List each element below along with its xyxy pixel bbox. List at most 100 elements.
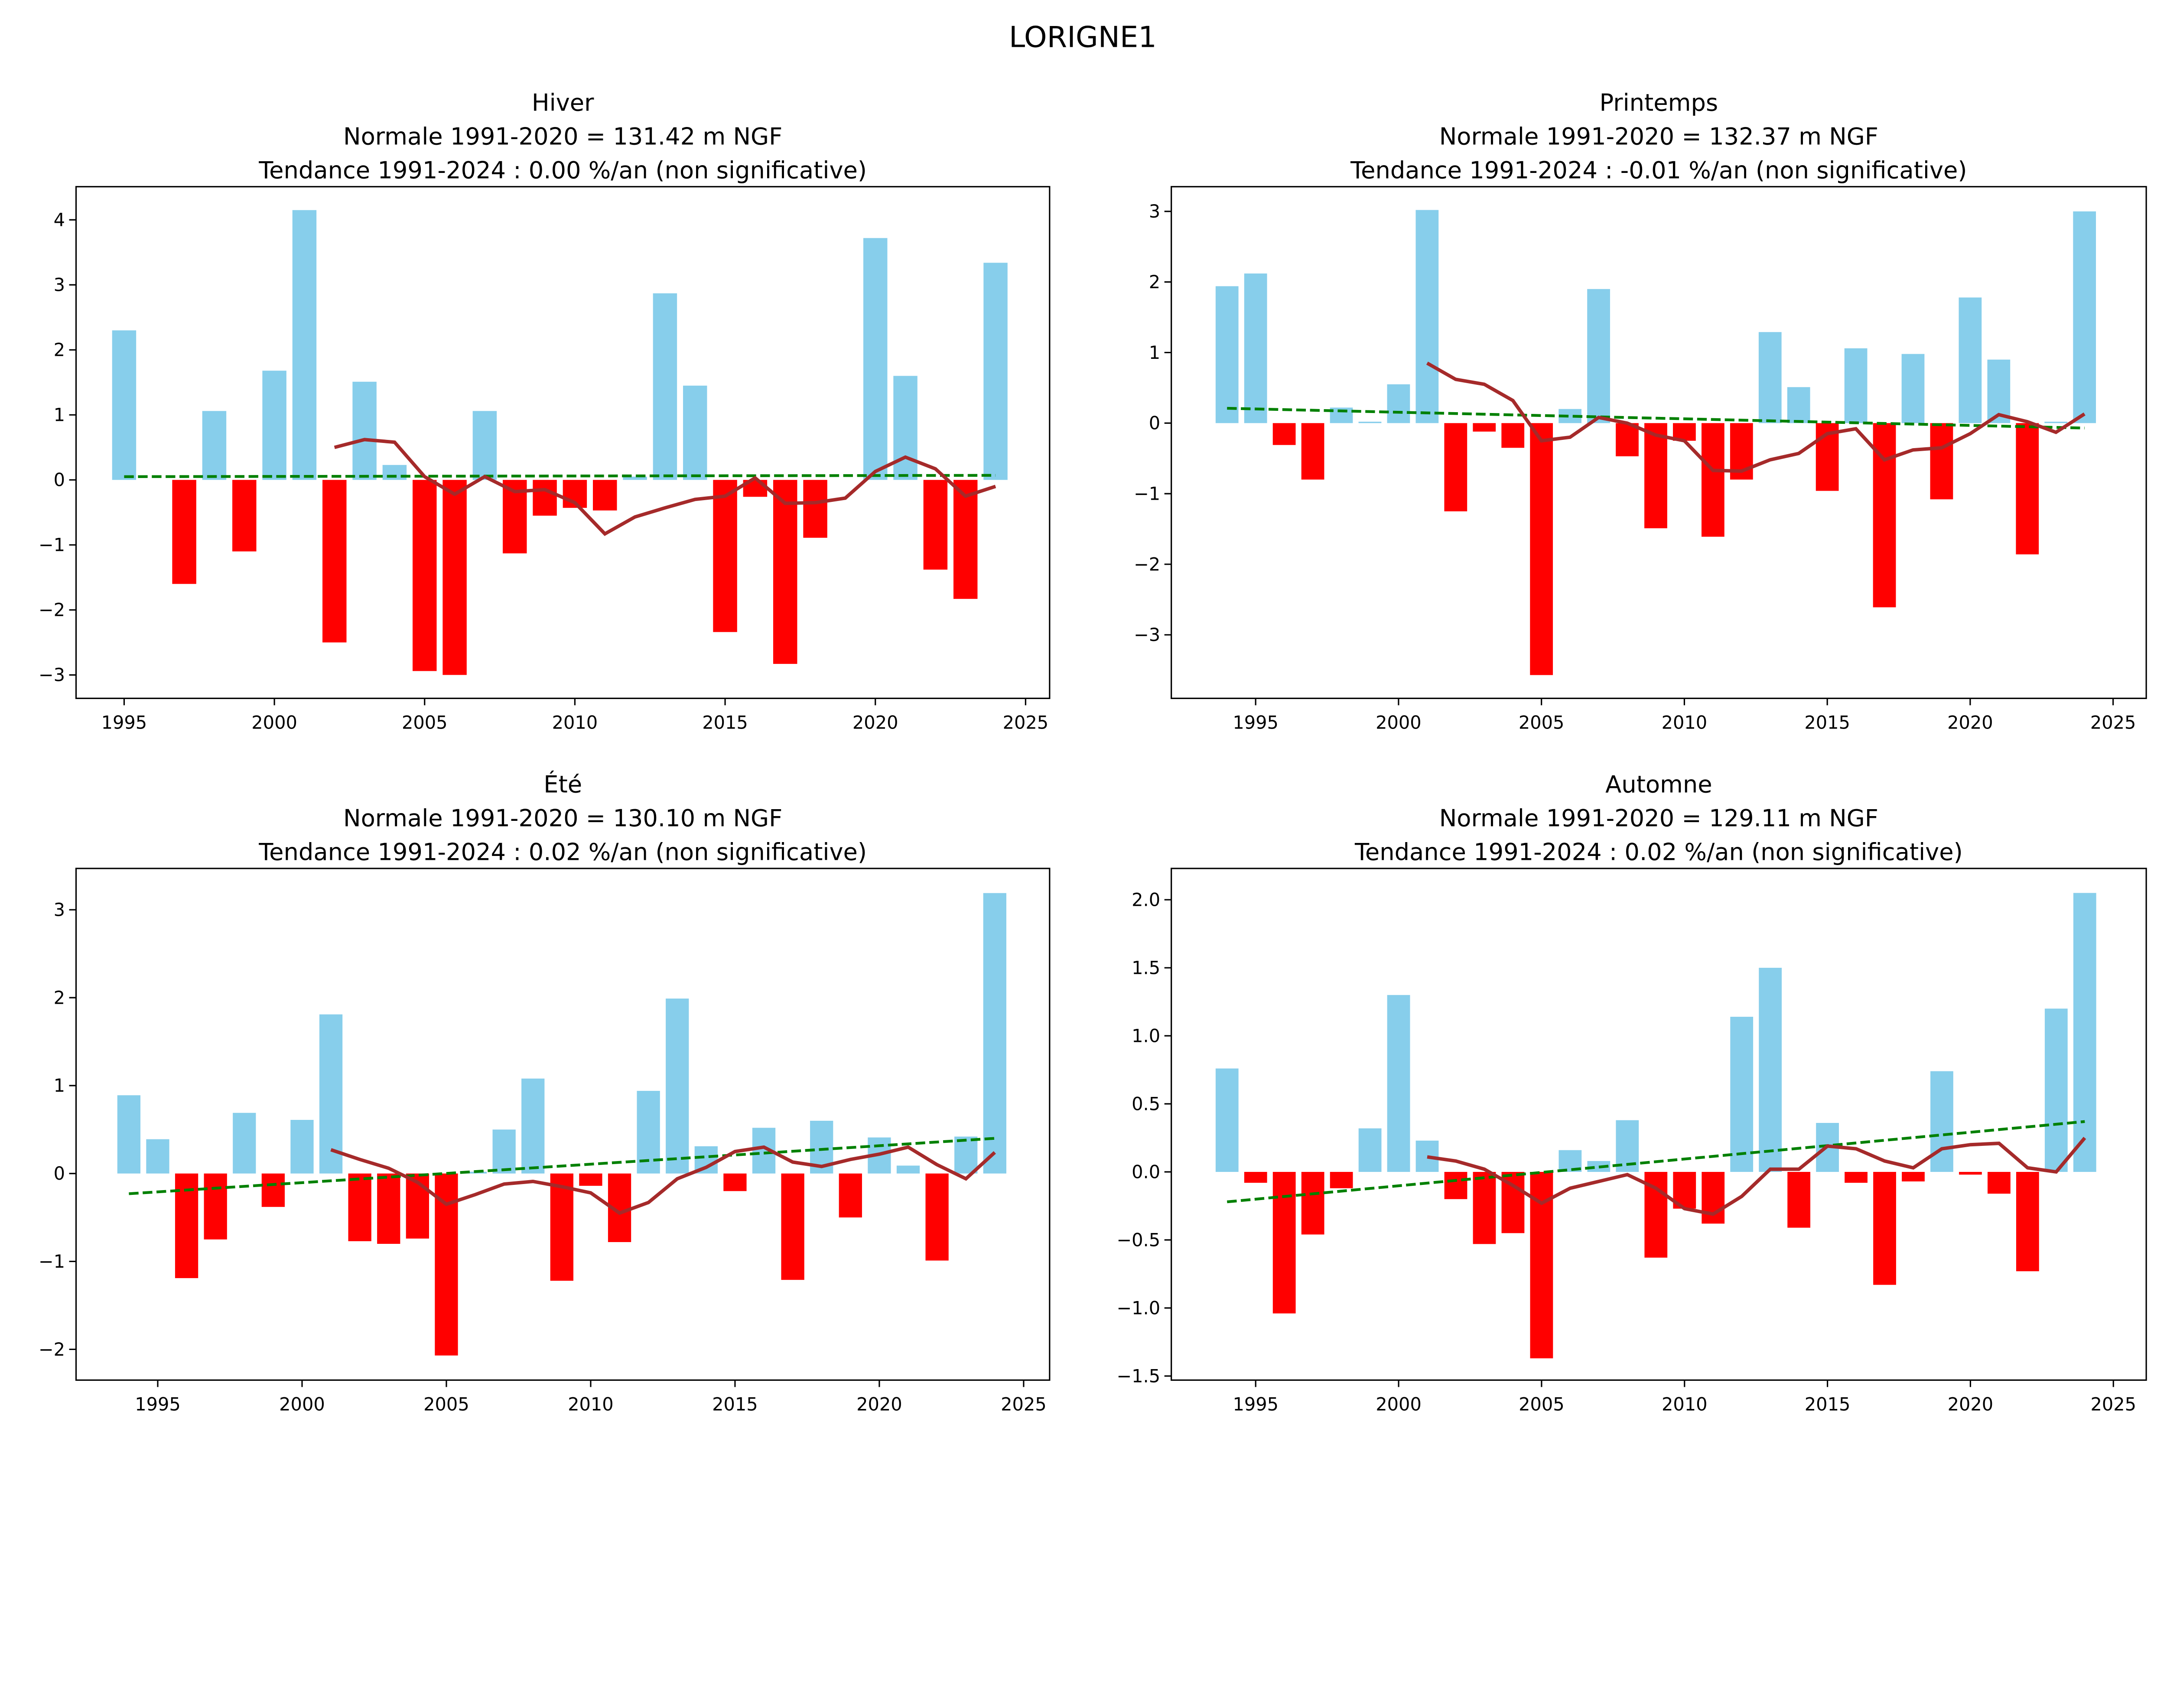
bar-2003: [1473, 1172, 1496, 1244]
bar-2000: [290, 1119, 314, 1174]
x-tick-label: 2010: [568, 1394, 614, 1415]
bar-1994: [1215, 286, 1239, 423]
bar-2024: [983, 263, 1008, 480]
x-tick-label: 2010: [552, 712, 598, 733]
bar-2003: [352, 381, 377, 480]
subplot-title: Automne: [1605, 771, 1712, 798]
subplot-subtitle: Tendance 1991-2024 : -0.01 %/an (non sig…: [1350, 157, 1967, 184]
bar-2018: [1902, 1172, 1925, 1181]
bar-2013: [653, 293, 677, 480]
y-tick-label: 1: [1149, 342, 1160, 363]
bar-2004: [382, 465, 407, 480]
x-tick-label: 2000: [1376, 1394, 1422, 1415]
x-tick-label: 1995: [1233, 1394, 1279, 1415]
bar-2011: [592, 480, 617, 511]
y-tick-label: −2: [39, 1339, 65, 1360]
x-tick-label: 2000: [251, 712, 297, 733]
bar-2017: [1873, 1172, 1896, 1285]
x-tick-label: 2015: [1805, 1394, 1851, 1415]
subplots: Hiver Normale 1991-2020 = 131.42 m NGF Ten…: [39, 89, 2147, 1415]
y-tick-label: 3: [54, 274, 65, 296]
subplot-title: Été: [543, 770, 582, 798]
axes-frame: [1171, 186, 2147, 699]
bar-2007: [472, 411, 497, 480]
bar-2013: [666, 999, 689, 1174]
y-tick-label: 4: [54, 209, 65, 231]
figure-title: LORIGNE1: [1009, 20, 1157, 54]
bar-2023: [954, 1136, 978, 1174]
y-tick-label: 3: [54, 899, 65, 921]
y-tick-label: −3: [39, 664, 65, 686]
y-tick-label: 2: [1149, 271, 1160, 293]
trend-line: [124, 474, 996, 478]
bar-2020: [863, 238, 888, 480]
bar-2006: [443, 480, 467, 675]
bar-2024: [2073, 211, 2096, 423]
y-tick-label: −0.5: [1116, 1229, 1160, 1250]
y-tick-label: 2: [54, 987, 65, 1008]
trend-line: [1227, 1120, 2085, 1204]
bar-2010: [579, 1173, 602, 1186]
bar-2009: [550, 1173, 573, 1281]
bar-2005: [413, 480, 437, 671]
x-tick-label: 2010: [1662, 1394, 1708, 1415]
moving-average-line: [1426, 361, 2086, 473]
y-tick-label: 1: [54, 1075, 65, 1096]
subplot-subtitle: Tendance 1991-2024 : 0.02 %/an (non sign…: [258, 839, 867, 866]
bar-2017: [781, 1173, 804, 1280]
moving-average-line: [330, 1145, 996, 1215]
bar-2021: [1987, 359, 2011, 423]
subplot-subtitle: Normale 1991-2020 = 131.42 m NGF: [343, 123, 782, 150]
bar-1997: [204, 1173, 227, 1240]
bar-2000: [262, 371, 286, 480]
bar-2019: [839, 1173, 862, 1218]
bar-2008: [521, 1078, 545, 1174]
bar-2015: [723, 1173, 747, 1191]
bar-2020: [1959, 1172, 1982, 1175]
y-tick-label: −1: [39, 534, 65, 556]
x-tick-label: 2005: [423, 1394, 469, 1415]
y-tick-label: 0.0: [1132, 1161, 1160, 1182]
bar-2013: [1758, 332, 1782, 423]
y-tick-label: −3: [1134, 624, 1160, 645]
trend-line: [129, 1137, 995, 1195]
y-tick-label: 1.5: [1132, 957, 1160, 978]
subplot-subtitle: Tendance 1991-2024 : 0.00 %/an (non sign…: [258, 157, 867, 184]
x-tick-label: 2020: [852, 712, 898, 733]
bar-2014: [683, 385, 707, 480]
axes-frame: [75, 868, 1051, 1381]
subplot-subtitle: Normale 1991-2020 = 130.10 m NGF: [343, 805, 782, 832]
bar-2011: [1702, 1172, 1725, 1224]
bar-2009: [533, 480, 557, 516]
bar-1997: [1301, 1172, 1324, 1235]
moving-average-line: [334, 438, 996, 536]
trend-line: [1227, 407, 2085, 429]
bar-2000: [1387, 384, 1410, 423]
bar-1994: [1215, 1068, 1239, 1172]
y-tick-label: −1: [1134, 483, 1160, 504]
axes-frame: [1171, 868, 2147, 1381]
y-tick-label: 0.5: [1132, 1093, 1160, 1114]
bar-1996: [1272, 1172, 1296, 1314]
bar-2018: [1901, 354, 1925, 423]
x-tick-label: 2025: [1003, 712, 1049, 733]
bar-2021: [1988, 1172, 2011, 1194]
bar-2023: [2044, 422, 2068, 423]
bar-2021: [896, 1165, 920, 1174]
bar-2014: [1787, 387, 1810, 423]
y-tick-label: −2: [39, 599, 65, 621]
x-tick-label: 2010: [1662, 712, 1708, 733]
subplot-title: Hiver: [532, 89, 594, 116]
subplot-subtitle: Normale 1991-2020 = 129.11 m NGF: [1439, 805, 1878, 832]
y-tick-label: 2: [54, 339, 65, 361]
y-tick-label: 0: [54, 1163, 65, 1184]
bar-2007: [1587, 289, 1610, 423]
bar-2003: [1473, 423, 1496, 432]
subplot-title: Printemps: [1600, 89, 1718, 116]
bar-2012: [1730, 1017, 1754, 1172]
y-tick-label: −2: [1134, 553, 1160, 575]
bar-2001: [319, 1014, 343, 1174]
bar-1995: [112, 330, 137, 480]
y-tick-label: −1.5: [1116, 1365, 1160, 1386]
bar-1998: [1330, 1172, 1353, 1188]
